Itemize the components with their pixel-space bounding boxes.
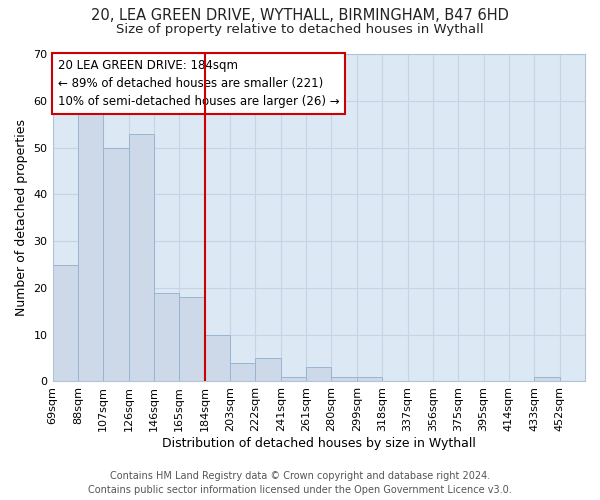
Bar <box>103 148 128 382</box>
Bar <box>534 377 560 382</box>
Text: 20 LEA GREEN DRIVE: 184sqm
← 89% of detached houses are smaller (221)
10% of sem: 20 LEA GREEN DRIVE: 184sqm ← 89% of deta… <box>58 59 340 108</box>
Bar <box>357 377 382 382</box>
Bar <box>230 362 256 382</box>
Y-axis label: Number of detached properties: Number of detached properties <box>15 119 28 316</box>
Bar <box>154 292 179 382</box>
Bar <box>78 110 103 382</box>
Bar <box>53 264 78 382</box>
Bar <box>179 298 205 382</box>
Bar <box>281 377 306 382</box>
Text: Contains HM Land Registry data © Crown copyright and database right 2024.
Contai: Contains HM Land Registry data © Crown c… <box>88 471 512 495</box>
X-axis label: Distribution of detached houses by size in Wythall: Distribution of detached houses by size … <box>162 437 476 450</box>
Bar <box>128 134 154 382</box>
Bar <box>306 368 331 382</box>
Text: 20, LEA GREEN DRIVE, WYTHALL, BIRMINGHAM, B47 6HD: 20, LEA GREEN DRIVE, WYTHALL, BIRMINGHAM… <box>91 8 509 22</box>
Text: Size of property relative to detached houses in Wythall: Size of property relative to detached ho… <box>116 22 484 36</box>
Bar <box>256 358 281 382</box>
Bar <box>331 377 357 382</box>
Bar <box>205 334 230 382</box>
